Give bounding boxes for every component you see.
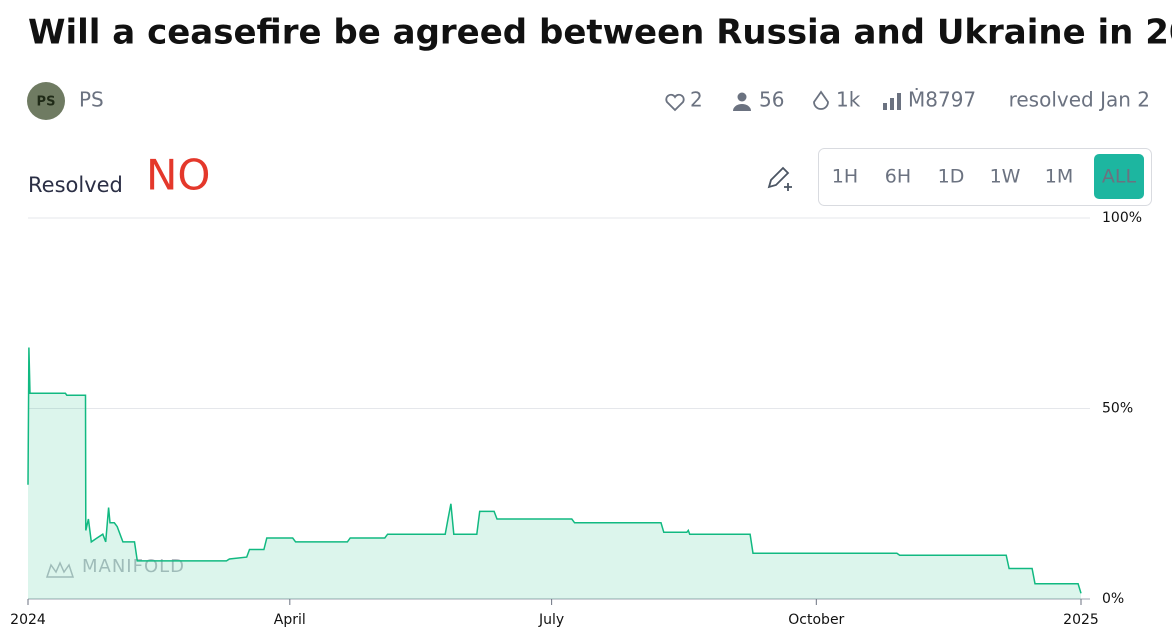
x-tick-label: October bbox=[788, 612, 844, 628]
resolved-date: resolved Jan 2 bbox=[1009, 88, 1150, 112]
author[interactable]: PS bbox=[79, 88, 104, 112]
time-button[interactable]: 6H bbox=[885, 166, 911, 188]
liquidity: 1k bbox=[836, 88, 861, 112]
resolved-label: Resolved bbox=[28, 173, 123, 197]
traders: 56 bbox=[759, 88, 784, 112]
area bbox=[28, 347, 1081, 599]
y-tick-label: 100% bbox=[1102, 210, 1142, 226]
x-tick-label: 2024 bbox=[10, 612, 46, 628]
like-icon[interactable] bbox=[665, 93, 685, 112]
edit-icon[interactable] bbox=[767, 166, 792, 191]
likes: 2 bbox=[690, 88, 703, 112]
x-tick-label: July bbox=[538, 612, 564, 628]
line bbox=[27, 347, 1082, 594]
avatar-initials: PS bbox=[37, 95, 56, 110]
volume: Ṁ8797 bbox=[908, 88, 976, 112]
traders-icon bbox=[733, 92, 751, 111]
avatar[interactable] bbox=[27, 82, 65, 120]
liquidity-icon bbox=[813, 90, 829, 110]
volume-icon bbox=[883, 93, 901, 110]
time-button[interactable]: 1M bbox=[1045, 166, 1073, 188]
time-button[interactable]: 1H bbox=[832, 166, 858, 188]
title: Will a ceasefire be agreed between Russi… bbox=[28, 13, 1172, 53]
watermark-logo bbox=[45, 561, 75, 578]
x-tick-label: April bbox=[274, 612, 306, 628]
time-button[interactable]: ALL bbox=[1102, 166, 1137, 188]
time-button-selected[interactable] bbox=[1094, 154, 1144, 199]
x-tick-label: 2025 bbox=[1063, 612, 1099, 628]
y-tick-label: 0% bbox=[1102, 591, 1124, 607]
y-tick-label: 50% bbox=[1102, 401, 1133, 417]
time-range-group bbox=[818, 148, 1152, 206]
resolved-outcome: NO bbox=[146, 151, 210, 200]
time-button[interactable]: 1D bbox=[938, 166, 965, 188]
time-button[interactable]: 1W bbox=[990, 166, 1021, 188]
